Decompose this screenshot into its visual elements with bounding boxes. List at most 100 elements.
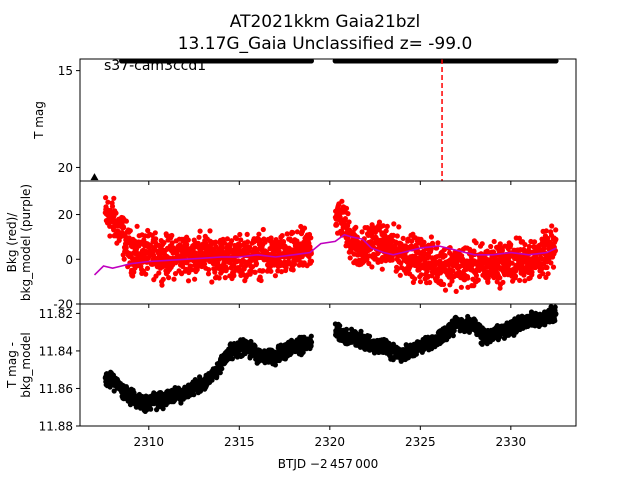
panel-annotation: s37-cam3ccd1 [104, 58, 206, 74]
data-point [169, 232, 175, 239]
panel-frame [79, 58, 577, 182]
data-point [233, 235, 240, 242]
data-point [522, 278, 528, 284]
data-point [290, 267, 296, 273]
x-tick-labels: 2310 2315 2320 2325 2330 [134, 435, 527, 449]
data-point [308, 235, 314, 241]
data-point [453, 288, 459, 294]
data-point [442, 253, 448, 259]
data-point [123, 218, 129, 224]
data-point [353, 224, 359, 230]
data-point [260, 268, 266, 274]
data-point [111, 195, 117, 201]
data-point [178, 400, 184, 406]
y-tick-label: 0 [65, 253, 73, 267]
data-point [379, 266, 385, 272]
data-point [244, 231, 250, 237]
data-point [428, 234, 434, 240]
y-tick-label: 11.86 [39, 382, 73, 396]
data-point [207, 228, 213, 234]
data-point [418, 272, 424, 278]
data-point [103, 195, 109, 201]
data-point [202, 261, 208, 267]
data-point [358, 328, 364, 334]
data-point [248, 338, 254, 345]
chart-title-line2: 13.17G_Gaia Unclassified z= -99.0 [178, 34, 473, 54]
data-point [222, 275, 228, 281]
data-point [278, 269, 285, 275]
data-point [156, 270, 162, 276]
data-point [196, 234, 202, 240]
y-axis-label: bkg_model (purple) [19, 184, 33, 301]
data-point [485, 279, 491, 285]
data-point [109, 203, 116, 209]
data-point [545, 235, 551, 241]
data-point [252, 343, 258, 349]
data-point [497, 275, 503, 281]
data-point [245, 239, 251, 245]
data-point [500, 279, 506, 285]
y-tick-label: 15 [58, 64, 73, 78]
data-point [552, 318, 558, 324]
data-point [308, 59, 314, 64]
data-point [153, 236, 159, 242]
data-point [369, 264, 375, 270]
data-point [229, 238, 235, 244]
data-point [231, 273, 237, 279]
data-point [206, 267, 212, 273]
data-point [184, 242, 190, 248]
y-axis-label: bkg_model [19, 332, 33, 398]
data-point [159, 282, 165, 288]
data-point [199, 249, 205, 256]
data-point [424, 268, 430, 274]
data-point [293, 242, 299, 248]
data-point [301, 225, 308, 231]
data-point [252, 269, 258, 275]
data-point [205, 271, 212, 277]
plot-area [102, 304, 559, 414]
data-point [382, 232, 388, 239]
data-point [543, 228, 549, 234]
data-point [509, 260, 515, 266]
data-point [366, 333, 373, 339]
data-point [224, 236, 230, 242]
data-point [342, 216, 348, 222]
y-tick-label: 11.84 [39, 344, 73, 358]
data-point [383, 258, 389, 264]
data-point [160, 276, 166, 282]
data-point [290, 230, 296, 236]
data-point [442, 287, 449, 293]
data-point [276, 248, 282, 254]
data-point [284, 231, 290, 237]
data-point [441, 281, 447, 287]
data-point [191, 392, 197, 398]
data-point [497, 241, 503, 247]
data-point [384, 223, 390, 229]
triangle-marker [90, 173, 99, 181]
data-point [217, 370, 223, 376]
data-point [300, 349, 306, 355]
data-point [390, 232, 396, 238]
data-point [237, 231, 243, 238]
data-point [499, 247, 505, 253]
data-point [512, 273, 519, 279]
data-point [347, 255, 353, 261]
data-point [121, 256, 127, 262]
y-tick-label: 11.82 [39, 307, 73, 321]
data-point [517, 277, 523, 283]
y-tick-label: -20 [53, 298, 73, 312]
data-point [148, 406, 154, 412]
data-point [229, 356, 235, 362]
y-tick-label: 20 [58, 161, 73, 175]
x-tick-label: 2325 [405, 435, 436, 449]
y-tick-label: 20 [58, 208, 73, 222]
data-point [346, 219, 352, 225]
data-point [435, 240, 441, 246]
data-point [121, 225, 127, 231]
data-point [465, 284, 471, 290]
data-point [247, 244, 253, 250]
data-point [343, 205, 350, 211]
data-point [308, 343, 314, 349]
data-point [216, 275, 222, 281]
data-point [308, 258, 315, 264]
